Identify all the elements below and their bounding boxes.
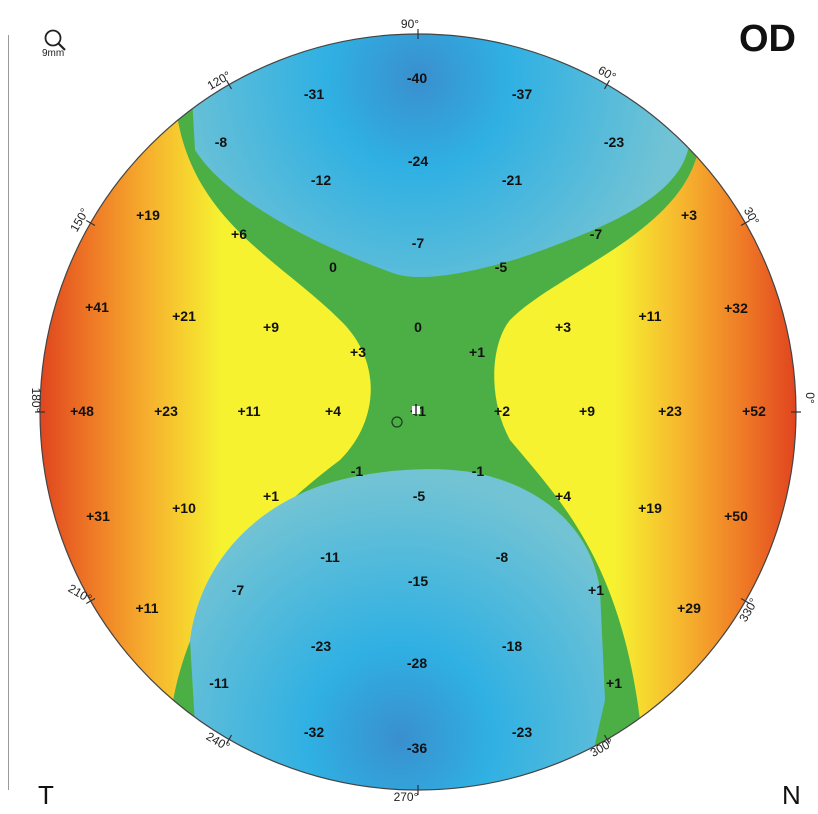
map-value: +23 [658,403,682,419]
vertex-marker [412,404,420,416]
map-value: +2 [494,403,510,419]
map-value: +41 [85,299,109,315]
map-value: -32 [304,724,324,740]
pupil-center-marker[interactable] [391,416,403,428]
nasal-label: N [782,780,801,810]
map-value: +32 [724,300,748,316]
map-value: +50 [724,508,748,524]
map-value: -1 [472,463,485,479]
left-scale-ruler [8,35,9,790]
map-value: -5 [413,488,426,504]
angle-label-90: 90° [401,17,419,31]
map-value: -36 [407,740,427,756]
map-value: +3 [555,319,571,335]
map-value: -18 [502,638,522,654]
map-value: -31 [304,86,324,102]
map-value: -23 [311,638,331,654]
angle-tick [86,219,96,227]
map-value: +1 [606,675,622,691]
map-value: +31 [86,508,110,524]
map-value: +4 [555,488,571,504]
angle-tick [603,734,611,744]
map-value: -11 [320,549,340,565]
zoom-scale-label: 9mm [42,48,65,59]
angle-label-180: 180° [29,388,43,413]
map-value: +3 [681,207,697,223]
map-value: +11 [136,600,159,616]
map-value: +9 [579,403,595,419]
map-value: -11 [209,675,229,691]
map-value: +1 [588,582,604,598]
eye-label: OD [739,18,796,60]
map-value: +52 [742,403,766,419]
map-value: +4 [325,403,341,419]
angle-ticks [35,29,801,795]
angle-tick [740,597,750,605]
map-value: -5 [495,259,508,275]
blue-top-zone [100,34,740,277]
angle-tick [225,80,233,90]
map-value: +3 [350,344,366,360]
map-value: -40 [407,70,427,86]
map-value: -7 [412,235,425,251]
map-value: +10 [172,500,196,516]
map-value: -12 [311,172,331,188]
map-value: -15 [408,573,428,589]
map-value: +19 [136,207,160,223]
map-value-grid: -40 -31 -37 -8 -23 -24 -12 -21 +19 +3 +6… [70,70,766,756]
map-value: -8 [496,549,509,565]
map-value: +9 [263,319,279,335]
map-value: +11 [639,308,662,324]
map-value: +6 [231,226,247,242]
map-value: +1 [263,488,279,504]
magnifier-icon [44,29,66,51]
map-value: -28 [407,655,427,671]
map-value: +29 [677,600,701,616]
angle-tick [225,734,233,744]
map-value: 0 [329,259,337,275]
map-value: -23 [604,134,624,150]
map-value: +11 [238,403,261,419]
angle-tick [86,597,96,605]
map-value: -21 [502,172,522,188]
map-value: +21 [172,308,196,324]
map-value: 0 [414,319,422,335]
map-value: +1 [469,344,485,360]
temporal-label: T [38,780,54,810]
angle-tick [740,219,750,227]
angle-label-0: 0° [803,392,817,404]
angle-tick [603,80,611,90]
map-value: -23 [512,724,532,740]
map-value: -8 [215,134,228,150]
map-value: +48 [70,403,94,419]
map-value: -37 [512,86,532,102]
blue-bottom-zone [190,469,605,790]
map-value: -7 [590,226,603,242]
angle-label-270: 270° [394,790,419,804]
map-value: -7 [232,582,245,598]
map-value: -1 [351,463,364,479]
map-value: +19 [638,500,662,516]
map-value: -24 [408,153,428,169]
zoom-control[interactable] [40,28,76,62]
map-value: +23 [154,403,178,419]
